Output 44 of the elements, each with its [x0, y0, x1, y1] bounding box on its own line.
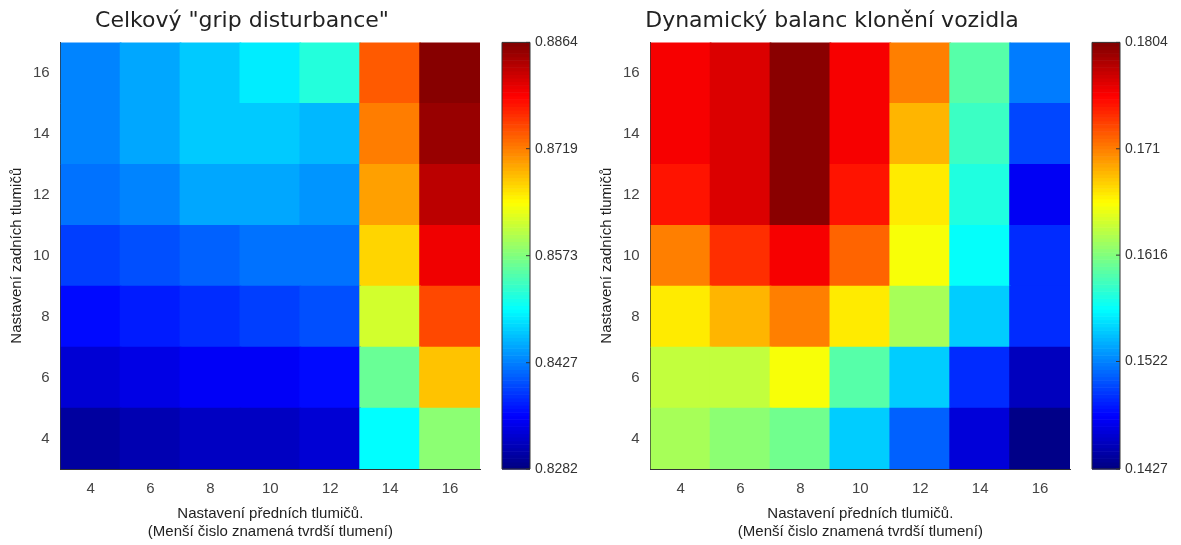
- y-tick-label: 10: [623, 245, 640, 263]
- x-tick-label: 6: [146, 479, 155, 497]
- x-axis-title: Nastavení předních tlumičů. (Menší čislo znamená tvrdší tlumení): [737, 504, 983, 540]
- y-tick-label: 4: [631, 428, 640, 446]
- x-tick-label: 8: [796, 479, 805, 497]
- color-bar-label: 0.8864: [535, 33, 579, 50]
- y-tick-label: 4: [41, 428, 50, 446]
- color-bar-label: 0.1804: [1125, 33, 1169, 50]
- y-tick-label: 14: [623, 123, 640, 141]
- x-tick-label: 16: [441, 479, 459, 497]
- x-tick-label: 4: [676, 479, 685, 497]
- x-tick-label: 12: [321, 479, 339, 497]
- y-tick-label: 10: [33, 245, 50, 263]
- y-tick-label: 12: [33, 184, 50, 202]
- x-tick-label: 4: [86, 479, 95, 497]
- color-bar-label: 0.1427: [1125, 459, 1169, 476]
- y-tick-label: 6: [41, 367, 50, 385]
- color-bar-label: 0.8427: [535, 353, 579, 370]
- x-axis-title: Nastavení předních tlumičů. (Menší čislo znamená tvrdší tlumení): [147, 504, 393, 540]
- x-tick-label: 10: [852, 479, 869, 497]
- y-tick-label: 12: [623, 184, 640, 202]
- y-tick-label: 6: [631, 367, 640, 385]
- color-bar-label: 0.1522: [1125, 352, 1169, 369]
- x-tick-label: 6: [736, 479, 745, 497]
- color-bar-label: 0.8573: [535, 246, 579, 263]
- x-tick-label: 8: [206, 479, 215, 497]
- x-tick-label: 16: [1031, 479, 1049, 497]
- y-tick-label: 8: [631, 306, 640, 324]
- y-axis-title: Nastavení zadních tlumičů: [597, 167, 615, 344]
- x-tick-label: 14: [971, 479, 989, 497]
- color-bar-label: 0.1616: [1125, 245, 1169, 262]
- y-axis-title: Nastavení zadních tlumičů: [7, 167, 25, 344]
- y-tick-label: 16: [623, 63, 640, 81]
- chart-title: Celkový "grip disturbance": [95, 6, 389, 32]
- y-tick-label: 14: [33, 123, 50, 141]
- color-bar-label: 0.171: [1125, 139, 1161, 156]
- color-bar-label: 0.8282: [535, 459, 579, 476]
- y-tick-label: 8: [41, 306, 50, 324]
- x-tick-label: 10: [262, 479, 279, 497]
- chart-title: Dynamický balanc klonění vozidla: [645, 6, 1019, 32]
- x-tick-label: 12: [911, 479, 929, 497]
- x-tick-label: 14: [381, 479, 399, 497]
- color-bar-label: 0.8719: [535, 139, 579, 156]
- y-tick-label: 16: [33, 63, 50, 81]
